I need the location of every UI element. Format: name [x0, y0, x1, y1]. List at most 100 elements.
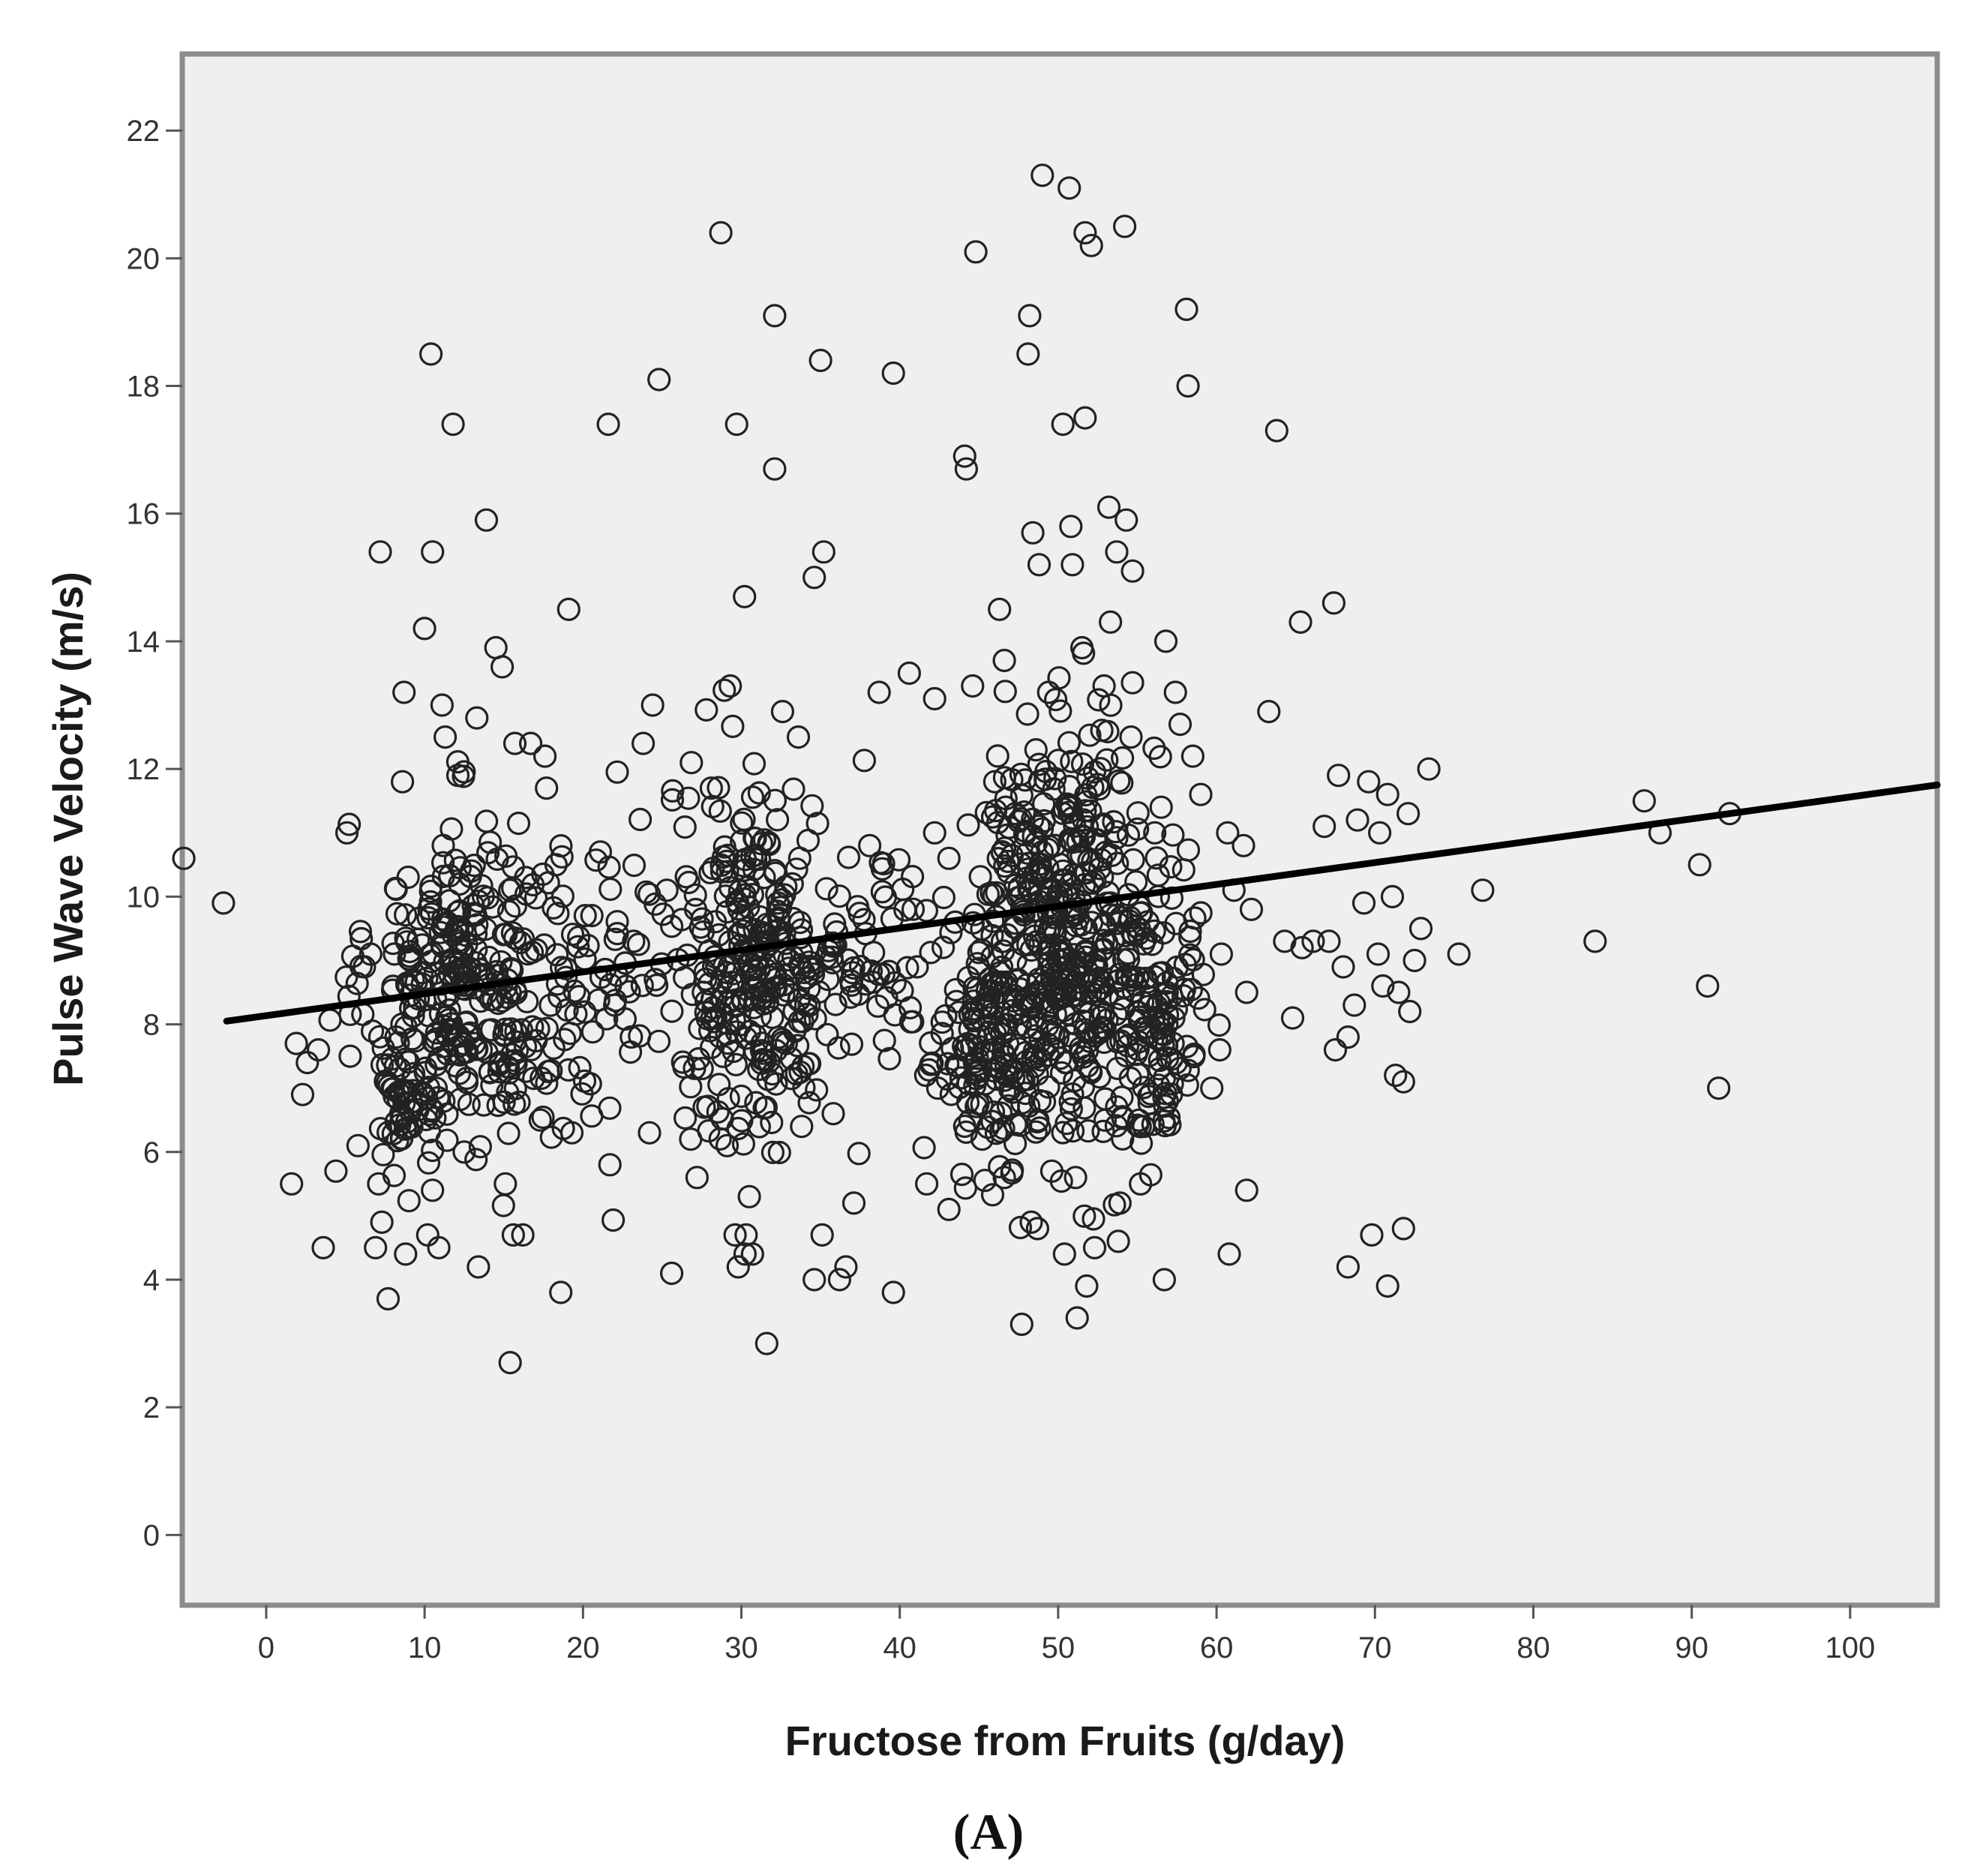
data-point: [406, 906, 430, 931]
data-point: [1043, 687, 1068, 712]
data-point: [827, 1268, 852, 1292]
data-point: [430, 693, 454, 717]
data-point: [800, 794, 824, 818]
data-point: [1176, 1058, 1200, 1082]
data-point: [723, 1223, 747, 1247]
data-point: [1058, 176, 1082, 200]
data-point: [628, 807, 652, 832]
data-point: [729, 829, 754, 853]
data-point: [770, 887, 794, 912]
data-point: [1336, 1255, 1360, 1279]
data-point: [567, 984, 591, 1009]
data-point: [1189, 901, 1213, 925]
data-point: [733, 584, 757, 609]
data-point: [1290, 935, 1314, 960]
data-point: [737, 1184, 761, 1208]
data-point: [694, 1001, 718, 1025]
data-point: [431, 833, 455, 857]
data-point: [546, 902, 570, 926]
data-point: [733, 1242, 758, 1266]
data-point: [824, 992, 848, 1016]
y-tick-label: 14: [127, 626, 160, 659]
data-point: [605, 760, 629, 784]
data-point: [573, 903, 597, 928]
data-point: [1331, 955, 1355, 979]
data-point: [1060, 749, 1084, 773]
data-point: [498, 1350, 522, 1375]
data-point: [1141, 1112, 1165, 1136]
data-point: [1049, 1169, 1073, 1193]
data-point: [371, 1142, 395, 1166]
data-point: [1110, 1085, 1134, 1109]
data-point: [1102, 1193, 1126, 1217]
data-point: [1186, 986, 1210, 1010]
x-tick-label: 90: [1675, 1631, 1708, 1664]
y-tick-label: 10: [127, 881, 160, 914]
data-point: [421, 1178, 445, 1202]
data-point: [967, 941, 991, 965]
data-point: [1106, 1229, 1130, 1253]
data-point: [1016, 342, 1040, 366]
y-tick-label: 16: [127, 498, 160, 531]
data-point: [348, 920, 373, 944]
data-point: [974, 800, 998, 824]
data-point: [914, 1172, 939, 1196]
data-point: [1031, 792, 1056, 816]
data-point: [1120, 671, 1144, 695]
data-point: [1004, 948, 1028, 972]
data-point: [1352, 891, 1376, 915]
data-point: [1070, 824, 1094, 848]
data-point: [710, 860, 734, 884]
data-point: [503, 894, 528, 918]
data-point: [826, 1036, 850, 1060]
data-point: [1161, 966, 1186, 990]
data-point: [490, 655, 514, 679]
data-point: [676, 786, 700, 810]
data-point: [953, 1176, 977, 1200]
data-point: [1371, 974, 1395, 998]
data-point: [393, 903, 418, 927]
data-point: [535, 776, 559, 800]
data-point: [956, 813, 980, 837]
data-point: [676, 870, 700, 895]
data-point: [568, 1055, 592, 1080]
data-point: [672, 1055, 696, 1079]
data-point: [980, 944, 1004, 969]
data-point: [1072, 1204, 1096, 1228]
data-point: [976, 1115, 1000, 1139]
data-point: [750, 1031, 774, 1055]
data-point: [345, 971, 369, 995]
data-point: [420, 1099, 444, 1123]
data-point: [396, 1115, 420, 1140]
data-point: [988, 597, 1012, 622]
data-point: [539, 1125, 563, 1149]
data-point: [1019, 1210, 1043, 1235]
data-point: [981, 909, 1005, 933]
data-point: [1064, 1166, 1088, 1190]
data-point: [1051, 1121, 1075, 1145]
data-point: [683, 883, 707, 907]
data-point: [868, 851, 892, 875]
data-point: [350, 926, 374, 951]
data-point: [1090, 719, 1114, 743]
data-point: [834, 1255, 858, 1279]
data-point: [997, 815, 1022, 839]
data-point: [1216, 821, 1240, 845]
data-point: [1360, 1223, 1384, 1247]
data-point: [1025, 972, 1049, 996]
data-point: [919, 941, 943, 965]
data-point: [368, 1116, 392, 1141]
data-point: [1024, 1120, 1048, 1144]
data-point: [749, 986, 773, 1010]
data-point: [503, 1076, 527, 1101]
data-point: [707, 1073, 731, 1097]
data-point: [1010, 1312, 1034, 1337]
data-point: [1152, 1268, 1177, 1292]
data-point: [847, 1142, 871, 1166]
data-point: [1257, 699, 1281, 724]
data-point: [1072, 1096, 1096, 1120]
x-tick-label: 70: [1358, 1631, 1392, 1664]
data-point: [862, 941, 886, 965]
data-point: [901, 897, 926, 921]
data-point: [842, 1191, 866, 1215]
